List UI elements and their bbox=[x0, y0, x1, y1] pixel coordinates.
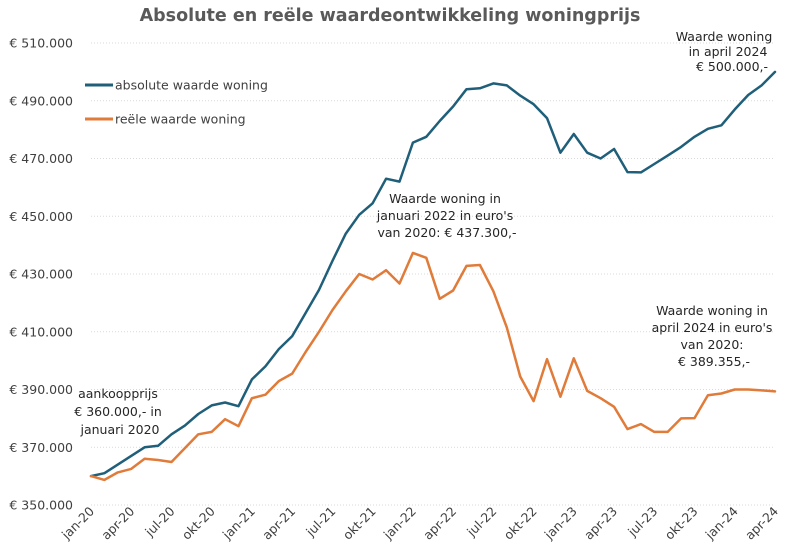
x-tick-label: jul-23 bbox=[624, 504, 660, 540]
x-tick-label: okt-23 bbox=[662, 504, 701, 543]
annotation-absolute-end: Waarde woning in april 2024 € 500.000,- bbox=[676, 29, 777, 74]
y-tick-label: € 450.000 bbox=[9, 209, 73, 224]
legend-label-real: reële waarde woning bbox=[115, 112, 246, 127]
x-tick-label: okt-20 bbox=[179, 503, 218, 542]
x-tick-label: jan-24 bbox=[702, 503, 741, 542]
x-tick-label: jul-22 bbox=[463, 504, 499, 540]
chart-title: Absolute en reële waardeontwikkeling won… bbox=[140, 6, 641, 26]
x-tick-label: jan-23 bbox=[541, 504, 580, 543]
x-axis-ticks: jan-20 apr-20 jul-20 okt-20 jan-21 apr-21 jul-… bbox=[58, 503, 781, 542]
series-lines bbox=[89, 70, 777, 482]
annotation-real-peak: Waarde woning in januari 2022 in euro's … bbox=[376, 191, 517, 240]
x-tick-label: jul-21 bbox=[302, 504, 338, 540]
x-tick-label: okt-22 bbox=[501, 504, 540, 543]
y-tick-label: € 470.000 bbox=[9, 151, 73, 166]
annotation-start: aankoopprijs € 360.000,- in januari 2020 bbox=[74, 386, 165, 437]
y-tick-label: € 390.000 bbox=[9, 382, 73, 397]
x-tick-label: jul-20 bbox=[141, 503, 177, 539]
x-tick-label: apr-20 bbox=[98, 503, 137, 542]
y-tick-label: € 370.000 bbox=[9, 440, 73, 455]
x-tick-label: apr-22 bbox=[420, 504, 459, 543]
x-tick-label: apr-23 bbox=[581, 504, 620, 543]
x-tick-label: okt-21 bbox=[340, 504, 379, 543]
y-tick-label: € 510.000 bbox=[9, 36, 73, 51]
x-tick-label: apr-24 bbox=[742, 503, 781, 542]
annotation-real-end: Waarde woning in april 2024 in euro's va… bbox=[652, 303, 777, 369]
legend-label-absolute: absolute waarde woning bbox=[115, 78, 268, 93]
y-tick-label: € 410.000 bbox=[9, 324, 73, 339]
grid-lines bbox=[91, 42, 775, 506]
x-tick-label: jan-22 bbox=[380, 504, 419, 543]
series-line-real bbox=[89, 251, 777, 482]
y-tick-label: € 350.000 bbox=[9, 498, 73, 513]
y-tick-label: € 490.000 bbox=[9, 93, 73, 108]
legend: absolute waarde woning reële waarde woni… bbox=[85, 78, 268, 127]
x-tick-label: jan-21 bbox=[219, 504, 258, 543]
series-line-absolute bbox=[89, 70, 777, 478]
y-axis-ticks: € 350.000 € 370.000 € 390.000 € 410.000 € 43… bbox=[9, 36, 73, 513]
y-tick-label: € 430.000 bbox=[9, 267, 73, 282]
x-tick-label: apr-21 bbox=[259, 504, 298, 543]
